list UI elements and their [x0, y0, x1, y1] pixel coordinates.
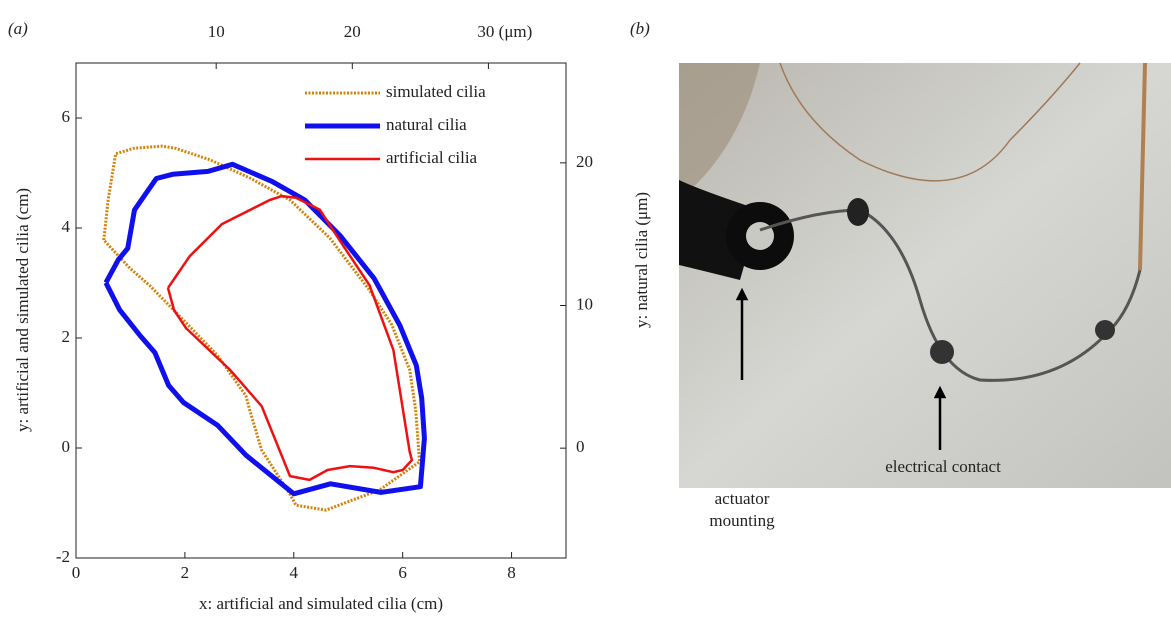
legend-label: natural cilia — [386, 115, 467, 134]
y2-axis-label: y: natural cilia (μm) — [632, 192, 651, 328]
x-tick-label: 6 — [398, 563, 407, 582]
data-line — [103, 161, 427, 497]
legend-label: simulated cilia — [386, 82, 486, 101]
y-tick-label: 6 — [62, 107, 71, 126]
x-tick-label: 4 — [290, 563, 299, 582]
data-line — [102, 144, 421, 512]
x-tick-label: 0 — [72, 563, 81, 582]
panel-label: (a) — [8, 19, 28, 38]
x-tick-label: 8 — [507, 563, 516, 582]
photo — [679, 62, 1171, 488]
y-tick-label: 4 — [62, 217, 71, 236]
y-tick-label: -2 — [56, 547, 70, 566]
plot-frame — [75, 62, 567, 559]
y2-tick-label: 0 — [576, 437, 585, 456]
x-tick-label: 2 — [181, 563, 190, 582]
y2-tick-label: 20 — [576, 152, 593, 171]
photo-annotation: electrical contact — [885, 457, 1001, 476]
x2-tick-label: 20 — [344, 22, 361, 41]
panel-label: (b) — [630, 19, 650, 38]
x-axis-label: x: artificial and simulated cilia (cm) — [199, 594, 443, 613]
x2-tick-label: 10 — [208, 22, 225, 41]
photo-annotation: actuator — [715, 489, 770, 508]
data-line — [166, 194, 414, 482]
y2-tick-label: 10 — [576, 294, 593, 313]
y-axis-label: y: artificial and simulated cilia (cm) — [13, 188, 32, 432]
photo-annotation: mounting — [709, 511, 775, 530]
legend-label: artificial cilia — [386, 148, 478, 167]
y-tick-label: 0 — [62, 437, 71, 456]
y-tick-label: 2 — [62, 327, 71, 346]
x2-tick-label: 30 (μm) — [477, 22, 532, 41]
